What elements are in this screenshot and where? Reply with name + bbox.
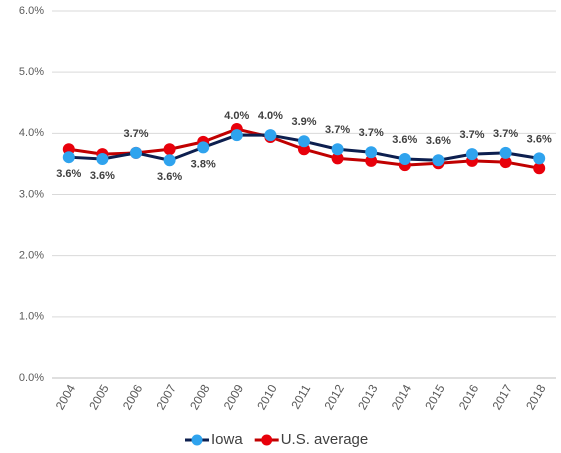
data-point [365,154,378,167]
x-tick-label: 2012 [321,382,347,412]
data-point [298,135,310,148]
data-point [398,153,411,166]
y-tick-label: 1.0% [19,311,44,323]
data-point [499,146,512,159]
data-label: 3.7% [359,127,384,139]
data-point [163,154,176,167]
x-tick-label: 2009 [221,382,247,412]
x-tick-label: 2014 [389,382,415,412]
x-tick-label: 2017 [489,382,515,412]
data-label: 3.7% [123,128,148,140]
x-tick-label: 2018 [523,382,549,412]
y-tick-label: 5.0% [19,66,44,78]
data-point [230,129,243,142]
data-label: 3.6% [157,171,182,183]
x-tick-label: 2005 [86,382,112,412]
data-point [331,152,344,165]
data-point [163,143,176,156]
data-point [533,162,546,175]
data-point [197,141,210,154]
data-label: 3.6% [426,135,451,147]
data-label: 3.7% [493,128,518,140]
x-tick-label: 2016 [456,382,482,412]
x-tick-label: 2015 [422,382,448,412]
data-label: 3.6% [90,170,115,182]
x-tick-label: 2008 [187,382,213,412]
data-point [499,156,512,169]
legend-label: U.S. average [281,431,369,448]
data-label: 3.7% [459,129,484,141]
x-tick-label: 2006 [120,382,146,412]
data-label: 3.6% [56,168,81,180]
data-label: 4.0% [258,110,283,122]
data-point [466,148,478,161]
y-tick-label: 2.0% [19,250,44,262]
legend-label: Iowa [211,431,243,448]
x-tick-label: 2013 [355,382,381,412]
y-tick-label: 4.0% [19,127,44,139]
x-tick-label: 2007 [153,382,179,412]
x-tick-label: 2004 [53,382,79,412]
data-point [331,143,344,156]
data-point [533,152,546,165]
data-point [96,153,109,166]
data-label: 4.0% [224,110,249,122]
data-label: 3.6% [527,133,552,145]
legend-marker [191,434,203,446]
x-tick-label: 2011 [288,382,313,412]
x-tick-label: 2010 [254,382,280,412]
data-point [130,146,142,159]
y-tick-label: 3.0% [19,188,44,200]
data-label: 3.8% [191,158,216,170]
data-point [62,151,75,164]
data-point [264,129,277,142]
data-label: 3.6% [392,134,417,146]
data-point [432,154,445,167]
data-point [365,146,378,159]
y-tick-label: 0.0% [19,372,44,384]
data-label: 3.9% [291,116,316,128]
y-tick-label: 6.0% [19,5,44,17]
data-label: 3.7% [325,124,350,136]
legend-marker [261,434,273,446]
